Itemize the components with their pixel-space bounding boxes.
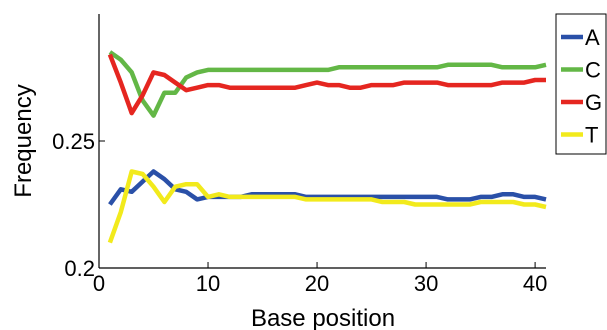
- series-lines: [107, 50, 547, 244]
- x-tick-label: 0: [93, 271, 105, 296]
- axes: [98, 14, 546, 269]
- series-line-T: [107, 169, 547, 244]
- legend-label-G: G: [585, 90, 602, 115]
- x-tick-label: 20: [305, 271, 329, 296]
- y-axis-label: Frequency: [10, 84, 37, 197]
- series-line-G: [107, 53, 546, 116]
- ticks: 0 10 20 30 40 0.2 0.25: [52, 129, 547, 296]
- x-tick-label: 30: [414, 271, 438, 296]
- legend-label-A: A: [585, 25, 600, 50]
- series-line-C: [108, 50, 547, 118]
- x-tick-label: 10: [196, 271, 220, 296]
- legend-label-T: T: [585, 123, 598, 148]
- y-tick-label: 0.2: [64, 256, 95, 281]
- x-axis-label: Base position: [251, 305, 395, 330]
- series-line-A: [108, 169, 547, 206]
- x-tick-label: 40: [523, 271, 547, 296]
- legend-label-C: C: [585, 58, 601, 83]
- y-tick-label: 0.25: [52, 129, 95, 154]
